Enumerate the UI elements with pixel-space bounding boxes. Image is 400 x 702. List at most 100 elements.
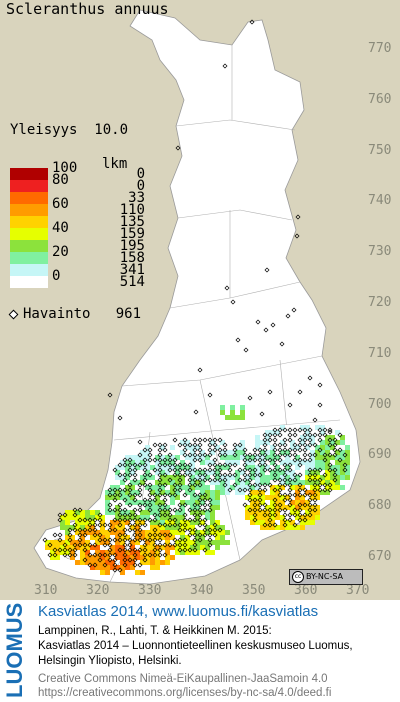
grid-cell (280, 450, 285, 455)
observation-marker (52, 552, 58, 558)
grid-cell (90, 525, 95, 530)
observation-marker (257, 472, 263, 478)
observation-marker (142, 537, 148, 543)
observation-marker (297, 447, 303, 453)
observation-marker (247, 395, 253, 401)
observation-marker (227, 472, 233, 478)
frequency-label: Yleisyys 10.0 (10, 122, 128, 138)
observation-marker (207, 542, 213, 548)
grid-cell (270, 450, 275, 455)
grid-cell (200, 545, 205, 550)
grid-cell (110, 520, 115, 525)
observation-marker (287, 462, 293, 468)
grid-cell (275, 485, 280, 490)
observation-marker (177, 542, 183, 548)
observation-marker (117, 547, 123, 553)
observation-marker (212, 527, 218, 533)
observation-marker (332, 452, 338, 458)
grid-cell (140, 480, 145, 485)
observation-marker (117, 507, 123, 513)
grid-cell (175, 530, 180, 535)
observation-marker (147, 447, 153, 453)
grid-cell (230, 475, 235, 480)
observation-marker (127, 517, 133, 523)
grid-cell (130, 545, 135, 550)
observation-marker (247, 457, 253, 463)
grid-cell (200, 455, 205, 460)
observation-marker (297, 437, 303, 443)
observation-marker (192, 452, 198, 458)
grid-cell (185, 485, 190, 490)
footer-title[interactable]: Kasviatlas 2014, www.luomus.fi/kasviatla… (38, 603, 319, 620)
grid-cell (150, 485, 155, 490)
grid-cell (335, 475, 340, 480)
grid-cell (125, 455, 130, 460)
grid-cell (180, 550, 185, 555)
grid-cell (240, 410, 245, 415)
grid-cell (65, 525, 70, 530)
observation-marker (132, 497, 138, 503)
observation-marker (342, 462, 348, 468)
observation-marker (212, 472, 218, 478)
grid-cell (255, 480, 260, 485)
grid-cell (90, 515, 95, 520)
observation-marker (282, 517, 288, 523)
observation-marker (122, 552, 128, 558)
grid-cell (270, 495, 275, 500)
observation-marker (282, 452, 288, 458)
observation-marker (197, 447, 203, 453)
observation-marker (287, 432, 293, 438)
grid-cell (180, 525, 185, 530)
grid-cell (215, 500, 220, 505)
grid-cell (180, 530, 185, 535)
license-badge[interactable]: cc BY-NC-SA (289, 569, 363, 585)
grid-cell (315, 435, 320, 440)
observation-marker (192, 477, 198, 483)
grid-cell (205, 445, 210, 450)
grid-cell (135, 555, 140, 560)
observation-marker (117, 472, 123, 478)
grid-cell (145, 535, 150, 540)
legend-swatch (10, 276, 48, 288)
grid-cell (210, 550, 215, 555)
grid-cell (180, 440, 185, 445)
observation-marker (262, 487, 268, 493)
grid-cell (300, 440, 305, 445)
grid-cell (130, 470, 135, 475)
observation-marker (187, 507, 193, 513)
grid-cell (260, 525, 265, 530)
occupancy-grid (45, 405, 350, 575)
observation-marker (172, 522, 178, 528)
grid-cell (85, 540, 90, 545)
observation-marker (142, 457, 148, 463)
observation-marker (132, 527, 138, 533)
grid-cell (280, 460, 285, 465)
grid-cell (115, 505, 120, 510)
grid-cell (115, 565, 120, 570)
grid-cell (295, 510, 300, 515)
observation-marker (332, 437, 338, 443)
grid-cell (290, 525, 295, 530)
observation-marker (177, 442, 183, 448)
grid-cell (330, 480, 335, 485)
observation-marker (167, 532, 173, 538)
observation-marker (177, 472, 183, 478)
grid-cell (145, 550, 150, 555)
observation-marker (107, 537, 113, 543)
grid-cell (205, 545, 210, 550)
diamond-icon (8, 309, 19, 319)
license-line-2[interactable]: https://creativecommons.org/licenses/by-… (38, 687, 332, 699)
grid-cell (285, 475, 290, 480)
observation-marker (263, 327, 269, 333)
observation-marker (277, 477, 283, 483)
observation-marker (72, 507, 78, 513)
grid-cell (150, 550, 155, 555)
grid-cell (140, 560, 145, 565)
grid-cell (340, 450, 345, 455)
observation-marker (237, 467, 243, 473)
grid-cell (115, 525, 120, 530)
grid-cell (105, 565, 110, 570)
observation-marker (147, 452, 153, 458)
observation-marker (264, 267, 270, 273)
observation-marker (212, 437, 218, 443)
